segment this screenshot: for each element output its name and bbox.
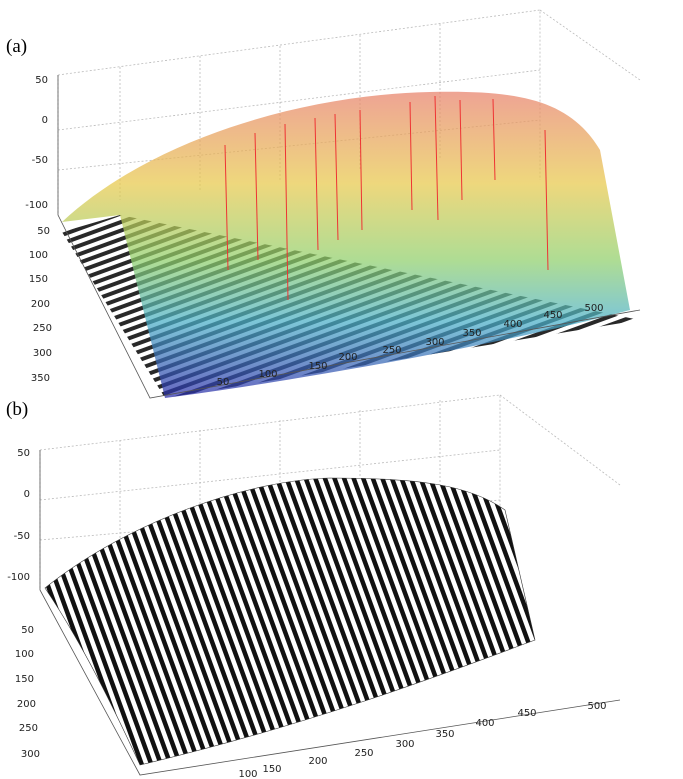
z-tick-label: -100 — [7, 572, 30, 583]
panel-b-plot — [39, 394, 621, 776]
y-tick-label: 300 — [21, 749, 40, 760]
z-tick-label: 50 — [35, 75, 48, 86]
y-tick-label: 150 — [29, 274, 48, 285]
z-tick-label: -50 — [14, 531, 30, 542]
x-tick-label: 450 — [543, 310, 562, 321]
x-tick-label: 400 — [503, 319, 522, 330]
x-tick-label: 250 — [382, 345, 401, 356]
x-tick-label: 50 — [217, 377, 230, 388]
x-tick-label: 500 — [584, 303, 603, 314]
y-tick-label: 100 — [15, 649, 34, 660]
x-tick-label: 200 — [308, 756, 327, 767]
z-tick-label: -50 — [32, 155, 48, 166]
x-tick-label: 400 — [475, 718, 494, 729]
y-tick-label: 100 — [29, 250, 48, 261]
y-tick-label: 50 — [37, 226, 50, 237]
x-tick-label: 200 — [338, 352, 357, 363]
y-tick-label: 250 — [33, 323, 52, 334]
y-tick-label: 200 — [31, 299, 50, 310]
z-tick-label: 0 — [42, 115, 48, 126]
x-tick-label: 450 — [517, 708, 536, 719]
y-tick-label: 350 — [31, 373, 50, 384]
x-tick-label: 500 — [587, 701, 606, 712]
z-tick-label: -100 — [25, 200, 48, 211]
panel-a-plot — [57, 9, 641, 399]
x-tick-label: 300 — [425, 337, 444, 348]
y-tick-label: 150 — [15, 674, 34, 685]
x-tick-label: 300 — [395, 739, 414, 750]
x-tick-label: 350 — [462, 328, 481, 339]
y-tick-label: 300 — [33, 348, 52, 359]
z-tick-label: 50 — [17, 448, 30, 459]
x-tick-label: 150 — [262, 764, 281, 775]
y-tick-label: 250 — [19, 723, 38, 734]
x-tick-label: 350 — [435, 729, 454, 740]
x-tick-label: 150 — [308, 361, 327, 372]
x-tick-label: 100 — [258, 369, 277, 380]
x-tick-label: 250 — [354, 748, 373, 759]
y-tick-label: 50 — [21, 625, 34, 636]
z-tick-label: 0 — [24, 489, 30, 500]
x-tick-label: 100 — [238, 769, 257, 779]
panel-label: (a) — [6, 36, 27, 57]
y-tick-label: 200 — [17, 699, 36, 710]
panel-label: (b) — [6, 399, 28, 420]
